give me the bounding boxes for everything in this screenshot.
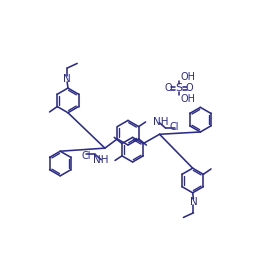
Text: S: S — [174, 83, 182, 93]
Text: OH: OH — [180, 94, 195, 104]
Text: Cl: Cl — [169, 122, 178, 132]
Text: N: N — [62, 74, 70, 84]
Text: N: N — [189, 197, 197, 207]
Text: OH: OH — [180, 72, 195, 82]
Text: Cl: Cl — [81, 151, 91, 161]
Text: O: O — [164, 83, 171, 93]
Text: O: O — [185, 83, 193, 93]
Text: NH: NH — [152, 117, 167, 127]
Text: NH: NH — [92, 156, 108, 165]
